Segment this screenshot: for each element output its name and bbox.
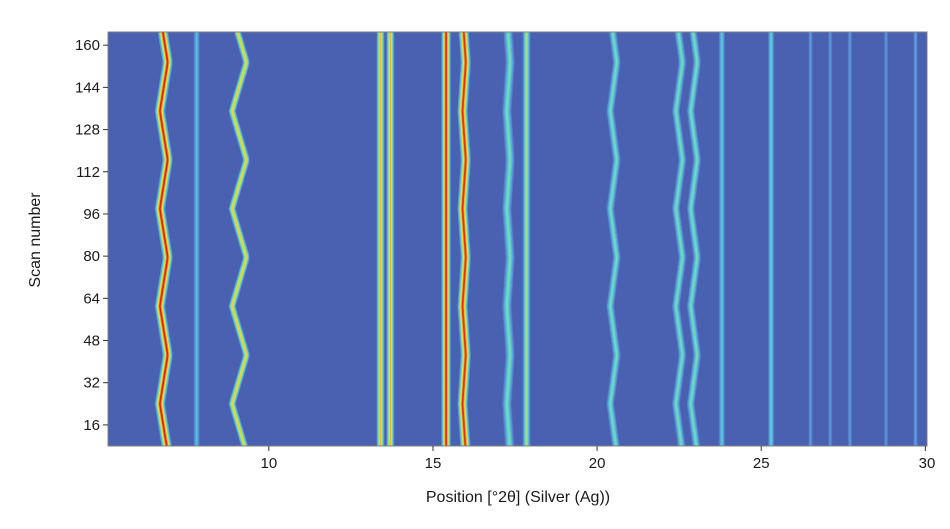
x-axis-title: Position [°2θ] (Silver (Ag)): [426, 489, 610, 506]
y-axis-title: Scan number: [27, 192, 44, 288]
heatmap-background: [108, 32, 927, 446]
peak-22.95: [686, 32, 701, 446]
peak-17.3: [502, 32, 515, 446]
y-tick-label-64: 64: [83, 290, 100, 307]
y-tick-label-96: 96: [83, 206, 100, 223]
peak-22.5-layer-5: [675, 32, 683, 446]
peak-20.5-layer-5: [609, 32, 618, 446]
y-tick-label-128: 128: [75, 122, 100, 139]
peak-6.8-layer-5: [159, 32, 169, 446]
y-tick-label-80: 80: [83, 248, 100, 265]
y-tick-label-48: 48: [83, 333, 100, 350]
x-tick-label-20: 20: [589, 455, 606, 472]
y-tick-label-16: 16: [83, 417, 100, 434]
peak-15.95: [457, 32, 471, 446]
plot-area: [107, 31, 928, 447]
x-tick-label-15: 15: [425, 455, 442, 472]
y-tick-label-112: 112: [76, 164, 100, 181]
peak-9.1-layer-5: [231, 32, 247, 446]
peak-17.3-layer-5: [506, 32, 511, 446]
x-axis: 10 15 20 25 30: [261, 446, 936, 472]
y-tick-label-32: 32: [83, 375, 100, 392]
peak-traces: [154, 32, 918, 446]
x-tick-label-10: 10: [261, 455, 278, 472]
peak-9.1: [228, 32, 250, 446]
peak-15.95-layer-5: [461, 32, 467, 446]
peak-6.8: [154, 32, 173, 446]
y-axis: 16 32 48 64 80 96 112 128 144 160: [75, 37, 108, 434]
peak-20.5: [606, 32, 621, 446]
y-tick-label-160: 160: [75, 37, 100, 54]
peak-22.95-layer-5: [690, 32, 698, 446]
peak-22.5: [671, 32, 687, 446]
plot-frame: [107, 31, 928, 447]
x-tick-label-25: 25: [753, 455, 770, 472]
y-tick-label-144: 144: [75, 79, 100, 96]
x-tick-label-30: 30: [919, 455, 936, 472]
